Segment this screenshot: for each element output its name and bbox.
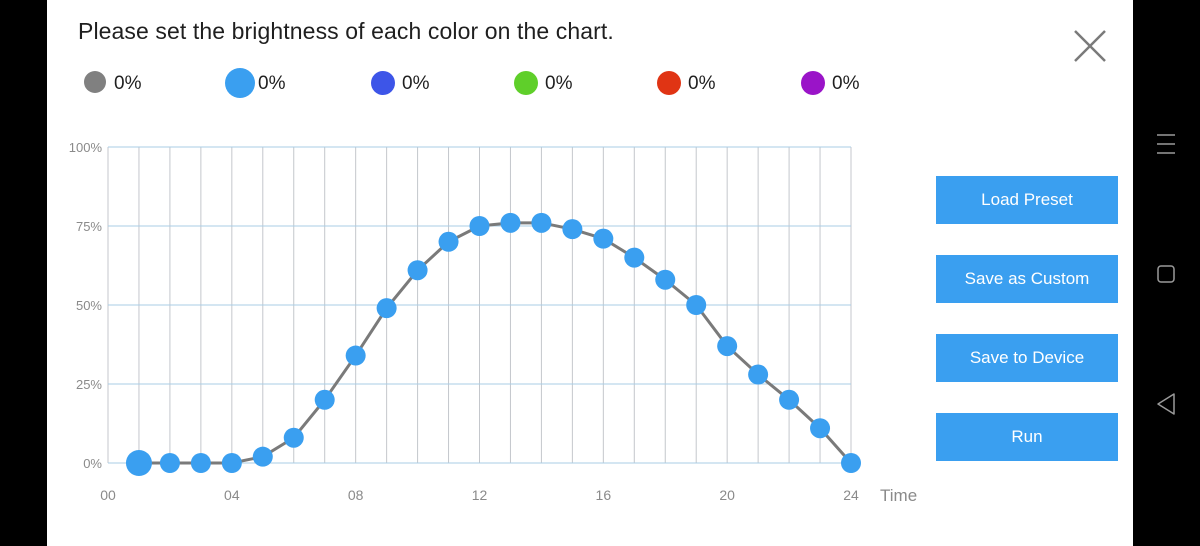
data-point[interactable] bbox=[125, 450, 152, 476]
data-point[interactable] bbox=[841, 453, 861, 473]
x-tick-label: 16 bbox=[596, 487, 612, 503]
legend-value: 0% bbox=[545, 73, 573, 94]
y-tick-label: 50% bbox=[76, 298, 102, 313]
y-tick-label: 75% bbox=[76, 219, 102, 234]
light-blue-color-dot bbox=[225, 68, 255, 98]
gray-color-dot bbox=[84, 71, 106, 93]
square-home-icon[interactable] bbox=[1155, 263, 1179, 292]
legend-item-purple[interactable]: 0% bbox=[799, 67, 889, 99]
data-point[interactable] bbox=[376, 298, 397, 319]
data-point[interactable] bbox=[531, 212, 552, 233]
data-point[interactable] bbox=[283, 427, 304, 448]
data-point[interactable] bbox=[624, 247, 645, 268]
y-tick-label: 0% bbox=[83, 456, 102, 471]
data-point[interactable] bbox=[717, 336, 738, 357]
data-point[interactable] bbox=[190, 453, 211, 473]
data-point[interactable] bbox=[407, 260, 428, 281]
x-tick-label: 08 bbox=[348, 487, 364, 503]
data-point[interactable] bbox=[810, 418, 831, 439]
legend-item-gray[interactable]: 0% bbox=[82, 67, 172, 99]
x-tick-label: 12 bbox=[472, 487, 488, 503]
dialog-title: Please set the brightness of each color … bbox=[78, 18, 614, 44]
data-point[interactable] bbox=[593, 228, 614, 249]
data-point[interactable] bbox=[469, 216, 490, 236]
data-point[interactable] bbox=[438, 231, 459, 252]
blue-color-dot bbox=[371, 71, 395, 95]
save-as-custom-button[interactable]: Save as Custom bbox=[936, 255, 1118, 303]
legend-value: 0% bbox=[402, 73, 430, 94]
data-point[interactable] bbox=[748, 364, 769, 385]
legend-item-blue[interactable]: 0% bbox=[369, 67, 459, 99]
x-tick-label: 00 bbox=[100, 487, 116, 503]
legend-value: 0% bbox=[832, 73, 860, 94]
x-axis-label: Time bbox=[880, 486, 917, 505]
legend-value: 0% bbox=[258, 73, 286, 94]
brightness-chart[interactable]: 0% 25% 50% 75% 100% 00 04 08 12 16 20 24 Time bbox=[47, 0, 937, 546]
data-point[interactable] bbox=[686, 295, 707, 315]
legend-value: 0% bbox=[114, 73, 142, 94]
data-point[interactable] bbox=[345, 345, 366, 366]
legend-item-light-blue[interactable]: 0% bbox=[223, 67, 313, 99]
legend-value: 0% bbox=[688, 73, 716, 94]
data-point[interactable] bbox=[314, 389, 335, 410]
run-button[interactable]: Run bbox=[936, 413, 1118, 461]
data-point[interactable] bbox=[252, 446, 273, 467]
legend-item-green[interactable]: 0% bbox=[512, 67, 602, 99]
data-point[interactable] bbox=[500, 212, 521, 233]
back-triangle-icon[interactable] bbox=[1155, 391, 1179, 422]
load-preset-button[interactable]: Load Preset bbox=[936, 176, 1118, 224]
x-tick-label: 24 bbox=[843, 487, 859, 503]
brightness-dialog: Please set the brightness of each color … bbox=[47, 0, 1133, 546]
close-icon[interactable] bbox=[1066, 22, 1114, 70]
y-tick-label: 100% bbox=[69, 140, 103, 155]
menu-icon[interactable] bbox=[1155, 130, 1179, 163]
data-point[interactable] bbox=[221, 453, 242, 473]
x-tick-label: 04 bbox=[224, 487, 240, 503]
data-point[interactable] bbox=[562, 219, 583, 240]
x-tick-label: 20 bbox=[719, 487, 735, 503]
legend-item-red[interactable]: 0% bbox=[655, 67, 745, 99]
purple-color-dot bbox=[801, 71, 825, 95]
data-point[interactable] bbox=[159, 453, 180, 473]
save-to-device-button[interactable]: Save to Device bbox=[936, 334, 1118, 382]
data-point[interactable] bbox=[779, 389, 800, 410]
series-line bbox=[138, 221, 853, 465]
system-navbar bbox=[1133, 0, 1200, 546]
y-tick-label: 25% bbox=[76, 377, 102, 392]
red-color-dot bbox=[657, 71, 681, 95]
green-color-dot bbox=[514, 71, 538, 95]
data-point[interactable] bbox=[655, 269, 676, 290]
